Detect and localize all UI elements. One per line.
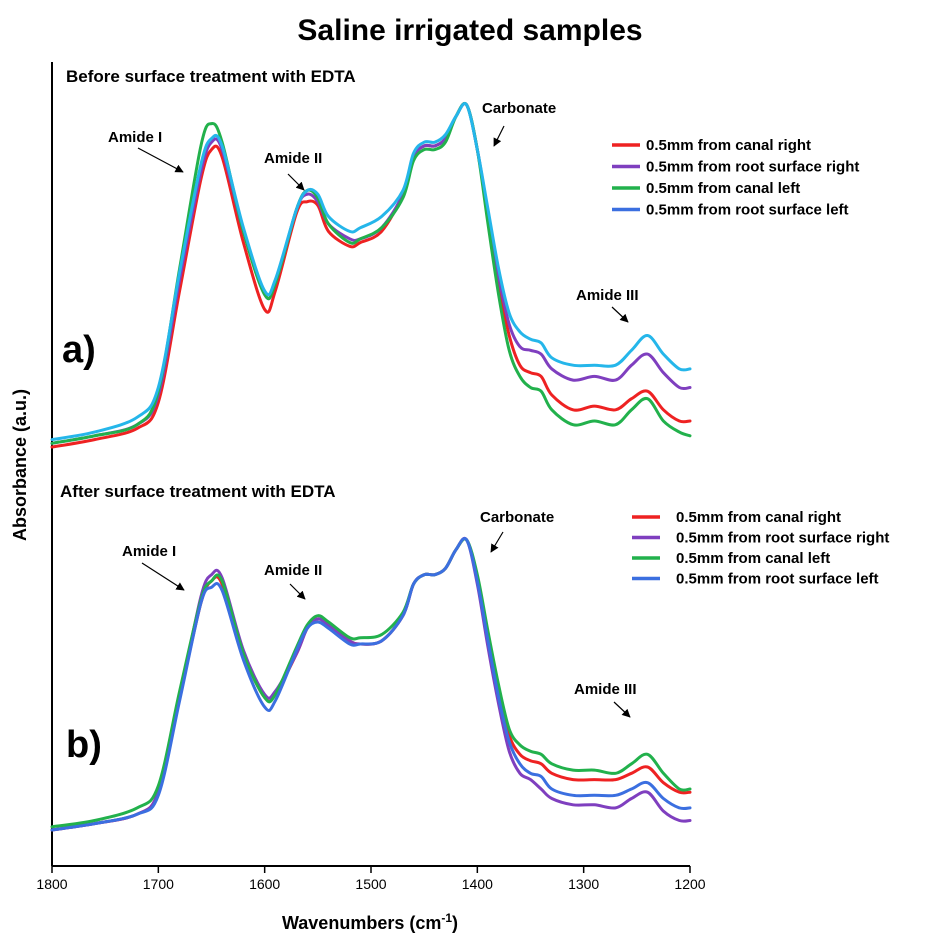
panel-b-legend: 0.5mm from canal right 0.5mm from root su… <box>632 509 889 588</box>
panel-a-annotation-amide-iii: Amide III <box>576 287 639 304</box>
panel-b-arrow-amide-i <box>141 562 185 591</box>
panel-a-legend: 0.5mm from canal right 0.5mm from root su… <box>612 137 859 219</box>
panel-a-annotation-amide-i: Amide I <box>108 129 162 146</box>
panel-a-arrow-amide-i <box>137 147 184 173</box>
panel-a-arrow-amide-ii <box>287 173 305 191</box>
legend-label: 0.5mm from canal left <box>676 550 830 567</box>
panel-a-label: a) <box>62 329 96 371</box>
legend-label: 0.5mm from canal right <box>676 509 841 526</box>
x-axis-ticks: 1800 1700 1600 1500 1400 1300 1200 <box>36 866 706 892</box>
panel-a: Before surface treatment with EDTA a) Am… <box>50 67 859 449</box>
legend-label: 0.5mm from canal left <box>646 180 800 197</box>
panel-b-series <box>50 536 692 832</box>
series-line-purple <box>50 102 692 445</box>
x-tick-label: 1600 <box>249 876 280 892</box>
x-tick-label: 1700 <box>143 876 174 892</box>
panel-b-annotation-amide-i: Amide I <box>122 543 176 560</box>
panel-b-arrow-amide-iii <box>613 701 631 718</box>
panel-b-annotation-amide-ii: Amide II <box>264 562 322 579</box>
x-tick-label: 1500 <box>355 876 386 892</box>
panel-a-arrow-amide-iii <box>611 306 629 323</box>
panel-b-label: b) <box>66 724 102 766</box>
legend-label: 0.5mm from root surface left <box>676 571 879 588</box>
legend-label: 0.5mm from root surface right <box>676 530 889 547</box>
series-line-blue <box>50 537 692 832</box>
legend-label: 0.5mm from root surface right <box>646 159 859 176</box>
x-tick-label: 1800 <box>36 876 67 892</box>
figure-title: Saline irrigated samples <box>297 14 642 47</box>
panel-b-arrow-carbonate <box>490 531 504 553</box>
panel-a-subtitle: Before surface treatment with EDTA <box>66 67 356 86</box>
x-tick-label: 1400 <box>462 876 493 892</box>
panel-b-annotation-amide-iii: Amide III <box>574 681 637 698</box>
series-line-red <box>50 102 692 449</box>
x-axis-title: Wavenumbers (cm-1) <box>282 911 458 933</box>
panel-a-annotation-carbonate: Carbonate <box>482 100 556 117</box>
legend-label: 0.5mm from canal right <box>646 137 811 154</box>
legend-label: 0.5mm from root surface left <box>646 202 849 219</box>
panel-b: After surface treatment with EDTA b) Ami… <box>50 482 889 832</box>
y-axis-title: Absorbance (a.u.) <box>10 389 30 541</box>
panel-b-arrow-amide-ii <box>289 583 306 600</box>
panel-b-subtitle: After surface treatment with EDTA <box>60 482 336 501</box>
panel-b-annotation-carbonate: Carbonate <box>480 509 554 526</box>
x-tick-label: 1300 <box>568 876 599 892</box>
panel-a-arrow-carbonate <box>493 125 505 147</box>
series-line-cyan <box>50 102 692 442</box>
x-tick-label: 1200 <box>674 876 705 892</box>
panel-a-annotation-amide-ii: Amide II <box>264 150 322 167</box>
panel-a-series <box>50 102 692 449</box>
series-line-green <box>50 102 692 445</box>
